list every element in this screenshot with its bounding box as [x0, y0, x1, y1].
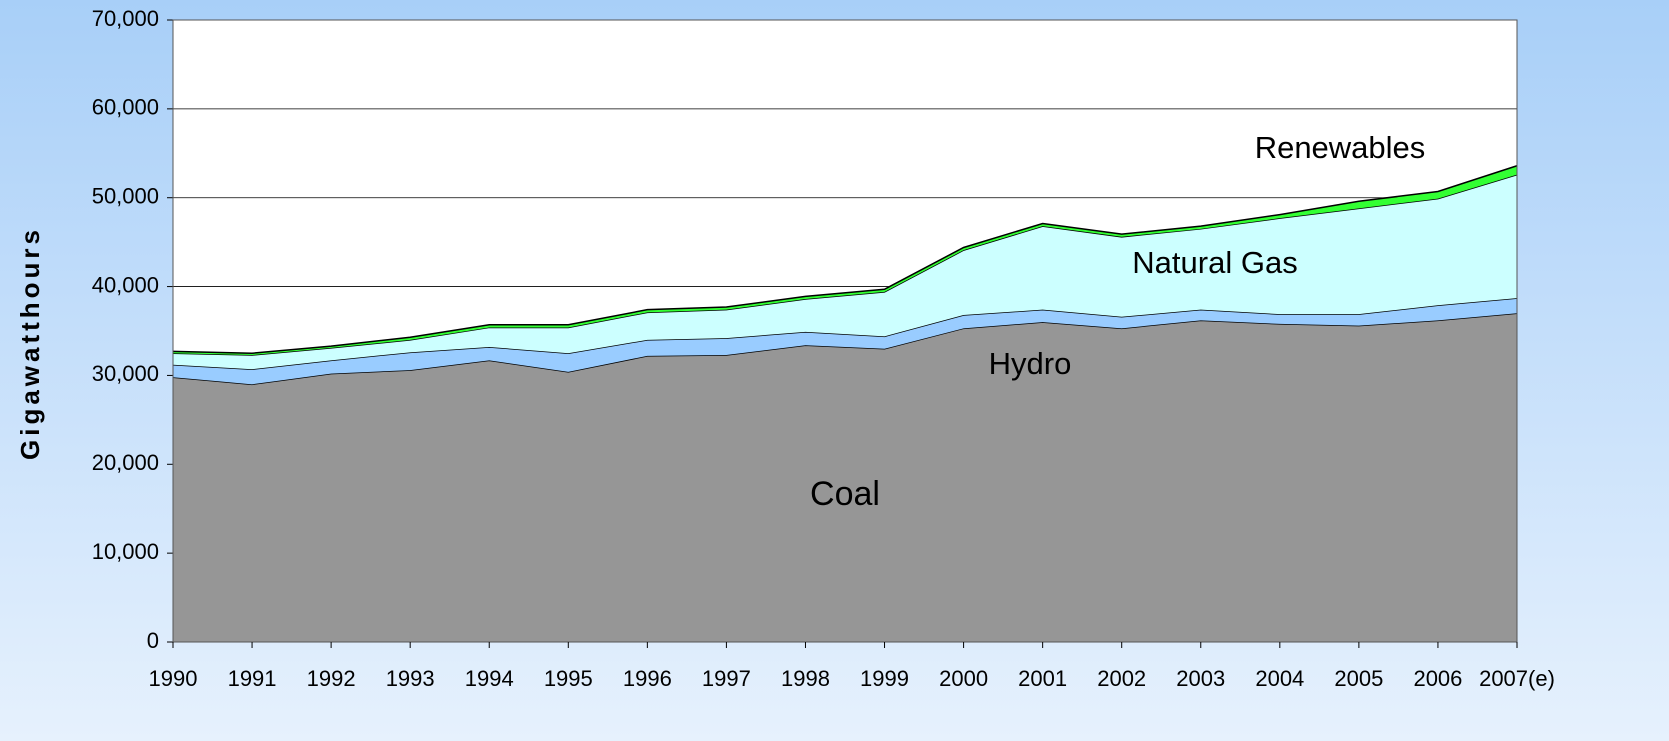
area: [173, 174, 1517, 370]
x-tick-label: 2002: [1097, 666, 1146, 691]
y-tick-label: 10,000: [92, 539, 159, 564]
x-tick-label: 1997: [702, 666, 751, 691]
area: [173, 298, 1517, 385]
y-tick-label: 40,000: [92, 272, 159, 297]
x-tick-label: 1991: [228, 666, 277, 691]
x-tick-label: 1995: [544, 666, 593, 691]
y-tick-label: 60,000: [92, 95, 159, 120]
y-tick-label: 50,000: [92, 184, 159, 209]
x-tick-label: 2003: [1176, 666, 1225, 691]
x-tick-label: 2005: [1334, 666, 1383, 691]
x-tick-label: 1994: [465, 666, 514, 691]
x-tick-label: 2004: [1255, 666, 1304, 691]
y-tick-label: 30,000: [92, 361, 159, 386]
x-tick-label: 1992: [307, 666, 356, 691]
x-tick-label: 2000: [939, 666, 988, 691]
x-tick-label: 1999: [860, 666, 909, 691]
series-label: Renewables: [1255, 130, 1426, 165]
y-tick-label: 70,000: [92, 6, 159, 31]
series-label: Hydro: [989, 346, 1072, 381]
x-tick-label: 1998: [781, 666, 830, 691]
y-tick-label: 0: [147, 628, 159, 653]
y-axis-label: Gigawatthours: [15, 226, 45, 460]
x-tick-label: 1993: [386, 666, 435, 691]
x-tick-label: 1990: [149, 666, 198, 691]
x-tick-label: 2007(e): [1479, 666, 1555, 691]
series-label: Coal: [810, 475, 880, 513]
plot-border: [172, 19, 1518, 643]
x-tick-label: 2006: [1413, 666, 1462, 691]
area: [173, 313, 1517, 642]
x-tick-label: 1996: [623, 666, 672, 691]
area-edge: [172, 165, 1518, 354]
series-label: Natural Gas: [1132, 245, 1297, 280]
y-tick-label: 20,000: [92, 450, 159, 475]
x-tick-label: 2001: [1018, 666, 1067, 691]
